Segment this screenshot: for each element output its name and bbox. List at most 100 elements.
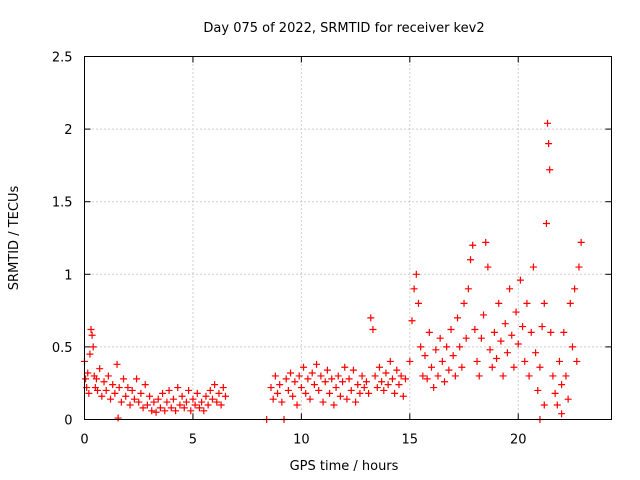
data-point [493,355,501,363]
data-point [406,357,414,365]
data-point [178,392,186,400]
data-point [98,392,106,400]
data-point [477,334,485,342]
data-point [172,407,180,415]
data-point [104,372,112,380]
data-point [558,410,566,418]
data-point [467,256,475,264]
data-point [167,404,175,412]
data-point [575,263,583,271]
x-axis-label: GPS time / hours [290,459,399,474]
data-point [282,375,290,383]
data-point [332,384,340,392]
data-point [204,401,212,409]
data-point [546,166,554,174]
data-point [115,384,123,392]
data-point [330,401,338,409]
data-point [213,398,221,406]
data-point [267,384,275,392]
data-point [217,401,225,409]
data-point [349,366,357,374]
data-point [386,357,394,365]
data-point [85,389,93,397]
data-point [122,392,130,400]
data-point [82,375,90,383]
data-point [100,378,108,386]
data-point [397,372,405,380]
data-point [152,408,160,416]
x-tick-label: 5 [189,433,197,448]
data-point [304,375,312,383]
data-point [445,366,453,374]
data-point [187,407,195,415]
data-point [562,372,570,380]
data-point [354,381,362,389]
data-point [560,328,568,336]
data-point [289,392,297,400]
data-point [362,378,370,386]
data-point [449,352,457,360]
data-point [475,372,483,380]
data-point [414,299,422,307]
data-point [148,407,156,415]
data-point [490,328,498,336]
data-point [193,389,201,397]
data-point [488,363,496,371]
data-point [352,398,360,406]
data-point [84,369,92,377]
data-point [130,395,138,403]
data-point [451,372,459,380]
data-point [161,407,169,415]
data-point [516,276,524,284]
data-point [143,401,151,409]
data-point [510,363,518,371]
data-point [293,401,301,409]
data-point [436,334,444,342]
data-point [156,404,164,412]
data-point [310,381,318,389]
data-point [545,140,553,148]
data-point [399,392,407,400]
data-point [287,369,295,377]
data-point [358,372,366,380]
data-point [469,241,477,249]
data-point [109,381,117,389]
data-point [549,372,557,380]
data-point [336,392,344,400]
data-point [542,219,550,227]
data-point [534,386,542,394]
data-point [206,386,214,394]
data-point [410,285,418,293]
data-point [388,375,396,383]
data-point [141,381,149,389]
data-point [536,363,544,371]
data-point [323,366,331,374]
data-point [308,369,316,377]
data-point [401,375,409,383]
y-tick-label: 1.5 [52,196,73,211]
data-point [456,343,464,351]
data-point [295,372,303,380]
data-point [89,343,97,351]
data-point [88,331,96,339]
data-point [558,381,566,389]
data-point [208,395,216,403]
data-point [356,389,364,397]
data-point [94,386,102,394]
data-point [486,346,494,354]
y-tick-label: 2.5 [52,51,73,66]
data-point [221,392,229,400]
data-point [126,401,134,409]
data-point [191,401,199,409]
data-point [393,366,401,374]
data-point [480,311,488,319]
data-point [430,384,438,392]
data-point [521,357,529,365]
y-axis-label: SRMTID / TECUs [7,186,22,291]
data-point [321,378,329,386]
data-point [568,343,576,351]
grid [84,56,612,420]
x-axis: 0 5 10 15 20 [80,56,527,448]
data-point [434,372,442,380]
y-tick-label: 2 [64,123,72,138]
